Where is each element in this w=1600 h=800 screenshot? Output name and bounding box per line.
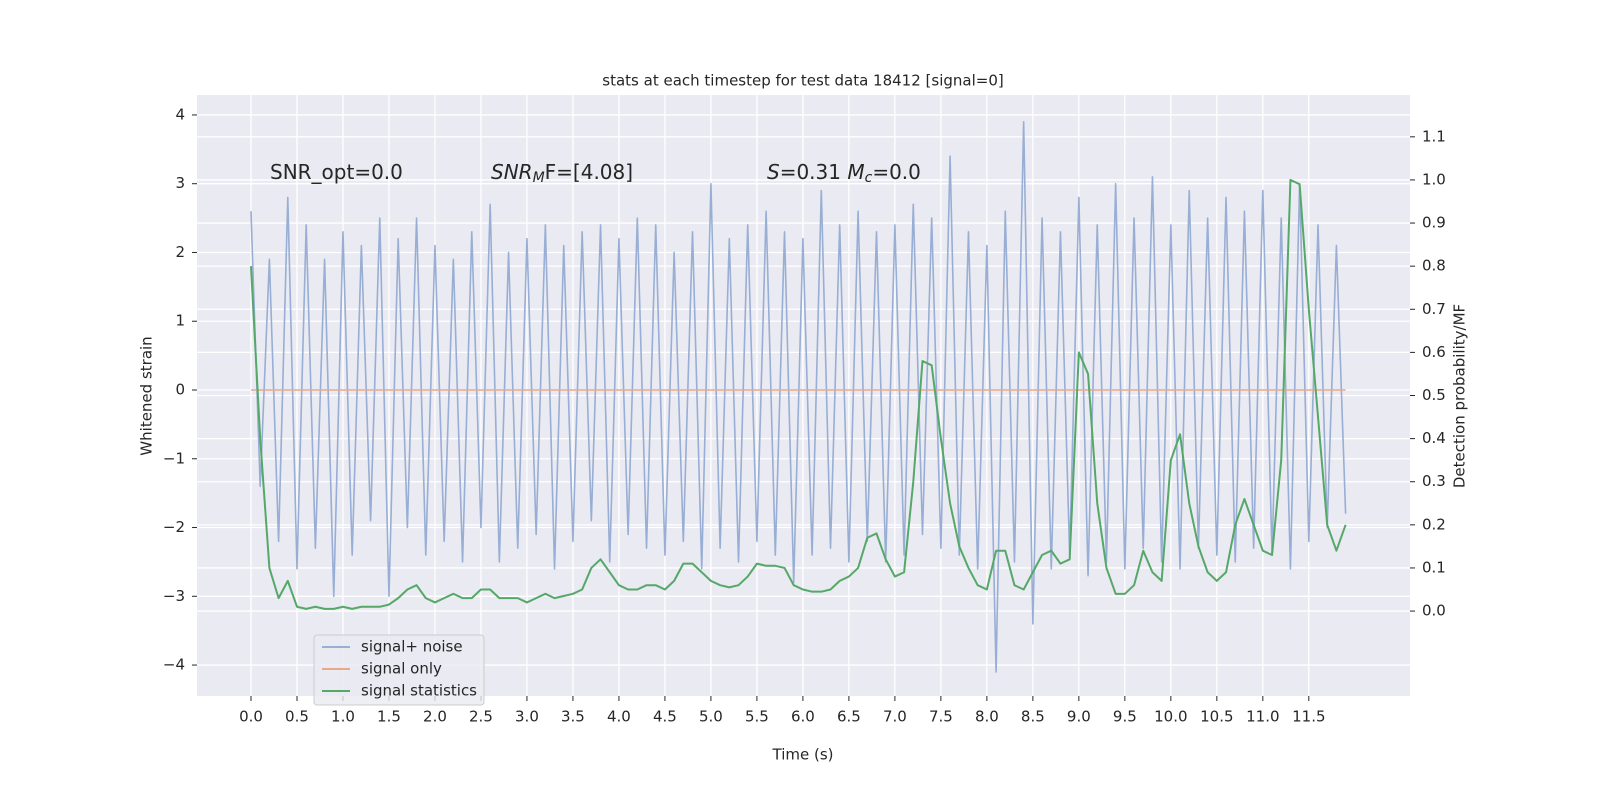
y2-tick-label: 0.4 (1422, 429, 1446, 447)
x-tick-label: 1.0 (331, 708, 355, 726)
x-tick-label: 9.0 (1067, 708, 1091, 726)
x-tick-label: 5.5 (745, 708, 769, 726)
legend: signal+ noise signal only signal statistic… (313, 634, 485, 706)
annotation-part: SNR (491, 160, 533, 184)
y-tick-label: −3 (163, 587, 185, 605)
x-tick-label: 8.0 (975, 708, 999, 726)
x-tick-label: 2.0 (423, 708, 447, 726)
x-tick-label: 8.5 (1021, 708, 1045, 726)
x-tick-label: 11.0 (1246, 708, 1279, 726)
x-tick-label: 1.5 (377, 708, 401, 726)
x-tick-label: 7.5 (929, 708, 953, 726)
line-series (249, 178, 1347, 610)
x-tick-label: 4.5 (653, 708, 677, 726)
y-tick-label: 1 (175, 312, 185, 330)
grid (197, 95, 1410, 696)
annotation-part: SNR_opt=0.0 (270, 160, 403, 184)
y-tick-label: −4 (163, 656, 185, 674)
y-tick-label: 3 (175, 174, 185, 192)
annotation-part: c (865, 170, 873, 186)
y-tick-label: 4 (175, 105, 185, 123)
y-tick-label: −2 (163, 518, 185, 536)
x-tick-label: 2.5 (469, 708, 493, 726)
x-tick-label: 6.0 (791, 708, 815, 726)
x-tick-label: 10.0 (1154, 708, 1187, 726)
chart-title: stats at each timestep for test data 184… (602, 72, 1003, 90)
x-tick-label: 3.5 (561, 708, 585, 726)
y2-tick-label: 0.6 (1422, 343, 1446, 361)
y2-tick-label: 0.9 (1422, 214, 1446, 232)
x-tick-label: 7.0 (883, 708, 907, 726)
annotation-part: M (847, 160, 864, 184)
annotation-part: =0.0 (872, 160, 921, 184)
y2-tick-label: 0.1 (1422, 558, 1446, 576)
legend-label: signal only (361, 660, 442, 678)
annotation: S=0.31 Mc=0.0 (767, 160, 921, 187)
y2-tick-label: 0.2 (1422, 515, 1446, 533)
y2-tick-label: 0.3 (1422, 472, 1446, 490)
x-tick-label: 5.0 (699, 708, 723, 726)
annotation-part: F=[4.08] (545, 160, 633, 184)
legend-label: signal+ noise (361, 638, 463, 656)
y-axis-label: Whitened strain (138, 336, 156, 455)
y2-tick-label: 1.1 (1422, 127, 1446, 145)
y-tick-label: 2 (175, 243, 185, 261)
y2-axis-label: Detection probability/MF (1451, 304, 1469, 488)
y2-tick-label: 1.0 (1422, 170, 1446, 188)
y2-tick-label: 0.0 (1422, 602, 1446, 620)
annotation: SNR_opt=0.0 (270, 160, 403, 184)
legend-box (313, 634, 485, 706)
x-tick-label: 11.5 (1292, 708, 1325, 726)
y2-tick-label: 0.5 (1422, 386, 1446, 404)
annotation-part: S (767, 160, 780, 184)
x-tick-label: 4.0 (607, 708, 631, 726)
annotation: SNRMF=[4.08] (491, 160, 633, 187)
x-axis-label: Time (s) (772, 746, 834, 764)
annotation-part: M (533, 170, 545, 186)
y2-tick-label: 0.7 (1422, 300, 1446, 318)
legend-label: signal statistics (361, 682, 477, 700)
x-tick-label: 0.5 (285, 708, 309, 726)
x-tick-label: 3.0 (515, 708, 539, 726)
y-tick-label: 0 (175, 380, 185, 398)
line-series (250, 121, 1347, 673)
x-tick-label: 6.5 (837, 708, 861, 726)
y2-tick-label: 0.8 (1422, 257, 1446, 275)
x-tick-label: 0.0 (239, 708, 263, 726)
x-tick-label: 10.5 (1200, 708, 1233, 726)
y-tick-label: −1 (163, 449, 185, 467)
x-tick-label: 9.5 (1113, 708, 1137, 726)
annotation-part: =0.31 (780, 160, 848, 184)
